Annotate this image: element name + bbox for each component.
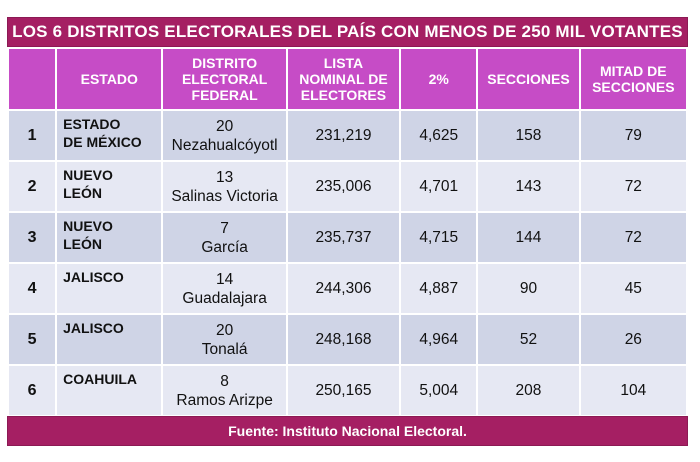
row-number: 4	[9, 264, 56, 313]
row-pct: 4,887	[401, 264, 477, 313]
distrito-name: Ramos Arizpe	[176, 391, 273, 409]
table-row: 3 NUEVO LEÓN 7 García 235,737 4,715 144 72	[9, 213, 686, 262]
row-estado: NUEVO LEÓN	[57, 162, 162, 211]
row-number: 5	[9, 315, 56, 364]
estado-line: NUEVO LEÓN	[63, 167, 113, 201]
row-lista-nominal: 235,006	[287, 162, 400, 211]
row-secciones: 90	[478, 264, 579, 313]
row-secciones: 208	[478, 366, 579, 415]
row-distrito: 20 Tonalá	[163, 315, 286, 364]
header-mitad: MITAD DE SECCIONES	[580, 49, 686, 109]
header-mitad-line: MITAD DE	[600, 63, 667, 79]
estado-line: JALISCO	[63, 269, 124, 285]
distrito-number: 20	[215, 117, 234, 135]
header-row: ESTADO DISTRITO ELECTORAL FEDERAL LISTA …	[9, 49, 686, 109]
row-lista-nominal: 250,165	[287, 366, 400, 415]
row-mitad: 79	[580, 111, 686, 160]
table-row: 1 ESTADO DE MÉXICO 20 Nezahualcóyotl 231,219 4…	[9, 111, 686, 160]
distrito-number: 14	[215, 270, 234, 288]
row-pct: 4,964	[401, 315, 477, 364]
distrito-number: 7	[220, 219, 229, 237]
table-title: LOS 6 DISTRITOS ELECTORALES DEL PAÍS CON…	[7, 17, 688, 47]
row-secciones: 52	[478, 315, 579, 364]
row-number: 1	[9, 111, 56, 160]
header-distrito-line: DISTRITO	[192, 55, 258, 71]
header-lista-line: ELECTORES	[300, 87, 387, 103]
districts-table: ESTADO DISTRITO ELECTORAL FEDERAL LISTA …	[7, 47, 688, 417]
distrito-name: Tonalá	[201, 340, 248, 358]
header-num	[9, 49, 56, 109]
row-distrito: 20 Nezahualcóyotl	[163, 111, 286, 160]
distrito-name: García	[201, 238, 248, 256]
estado-line: ESTADO	[63, 116, 121, 132]
row-estado: ESTADO DE MÉXICO	[57, 111, 162, 160]
row-lista-nominal: 235,737	[287, 213, 400, 262]
header-lista: LISTA NOMINAL DE ELECTORES	[287, 49, 400, 109]
row-estado: JALISCO	[57, 264, 162, 313]
row-mitad: 72	[580, 162, 686, 211]
row-number: 3	[9, 213, 56, 262]
estado-line: JALISCO	[63, 320, 124, 336]
header-lista-line: LISTA	[323, 55, 364, 71]
row-lista-nominal: 248,168	[287, 315, 400, 364]
distrito-number: 13	[215, 168, 234, 186]
row-secciones: 144	[478, 213, 579, 262]
row-number: 2	[9, 162, 56, 211]
estado-line: DE MÉXICO	[63, 134, 142, 150]
row-mitad: 45	[580, 264, 686, 313]
row-distrito: 7 García	[163, 213, 286, 262]
row-pct: 5,004	[401, 366, 477, 415]
row-estado: COAHUILA	[57, 366, 162, 415]
row-estado: NUEVO LEÓN	[57, 213, 162, 262]
row-pct: 4,701	[401, 162, 477, 211]
header-mitad-line: SECCIONES	[592, 79, 675, 95]
row-mitad: 26	[580, 315, 686, 364]
table-row: 2 NUEVO LEÓN 13 Salinas Victoria 235,006 4,70…	[9, 162, 686, 211]
header-estado: ESTADO	[57, 49, 162, 109]
source-footer: Fuente: Instituto Nacional Electoral.	[7, 416, 688, 446]
row-secciones: 158	[478, 111, 579, 160]
estado-line: COAHUILA	[63, 371, 138, 387]
table-row: 6 COAHUILA 8 Ramos Arizpe 250,165 5,004 208 104	[9, 366, 686, 415]
row-pct: 4,715	[401, 213, 477, 262]
row-pct: 4,625	[401, 111, 477, 160]
row-estado: JALISCO	[57, 315, 162, 364]
table-container: LOS 6 DISTRITOS ELECTORALES DEL PAÍS CON…	[7, 17, 688, 446]
row-number: 6	[9, 366, 56, 415]
header-pct: 2%	[401, 49, 477, 109]
header-distrito-line: FEDERAL	[191, 87, 258, 103]
distrito-number: 20	[215, 321, 234, 339]
estado-line: NUEVO LEÓN	[63, 218, 113, 252]
row-lista-nominal: 244,306	[287, 264, 400, 313]
row-distrito: 13 Salinas Victoria	[163, 162, 286, 211]
distrito-name: Guadalajara	[182, 289, 267, 307]
row-mitad: 72	[580, 213, 686, 262]
distrito-number: 8	[220, 372, 229, 390]
row-distrito: 8 Ramos Arizpe	[163, 366, 286, 415]
row-mitad: 104	[580, 366, 686, 415]
row-distrito: 14 Guadalajara	[163, 264, 286, 313]
header-secciones: SECCIONES	[478, 49, 579, 109]
header-distrito-line: ELECTORAL	[181, 71, 268, 87]
table-row: 4 JALISCO 14 Guadalajara 244,306 4,887 90 45	[9, 264, 686, 313]
row-lista-nominal: 231,219	[287, 111, 400, 160]
row-secciones: 143	[478, 162, 579, 211]
distrito-name: Nezahualcóyotl	[171, 136, 278, 154]
header-lista-line: NOMINAL DE	[299, 71, 388, 87]
header-distrito: DISTRITO ELECTORAL FEDERAL	[163, 49, 286, 109]
table-row: 5 JALISCO 20 Tonalá 248,168 4,964 52 26	[9, 315, 686, 364]
distrito-name: Salinas Victoria	[171, 187, 278, 205]
